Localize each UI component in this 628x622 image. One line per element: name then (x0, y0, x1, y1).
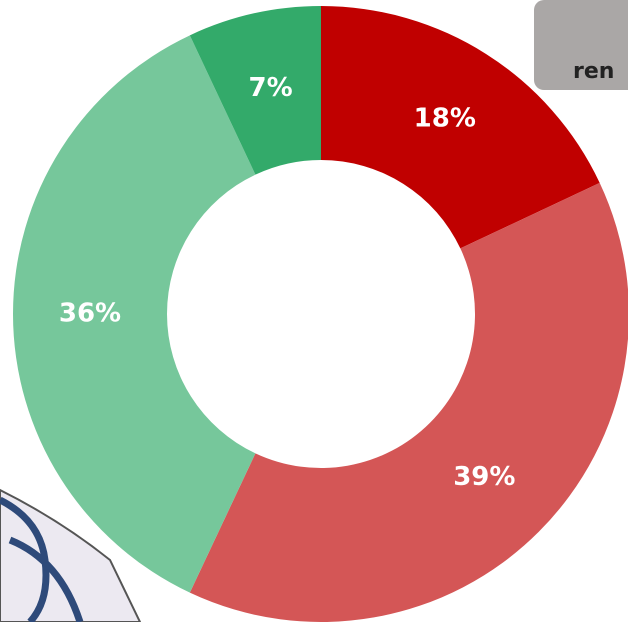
slice (190, 183, 628, 622)
value-label: 36% (59, 299, 121, 329)
slice (13, 35, 255, 592)
chart: 18% 39% 36% 7% ren (0, 0, 628, 622)
value-label: 39% (453, 462, 515, 492)
badge-label: ren (573, 59, 614, 84)
page: 18%39%36%7% ren (() => { const data = JS… (0, 0, 628, 622)
value-label: 18% (414, 103, 476, 133)
value-label: 7% (249, 73, 293, 103)
donut: 18% 39% 36% 7% (13, 6, 628, 622)
